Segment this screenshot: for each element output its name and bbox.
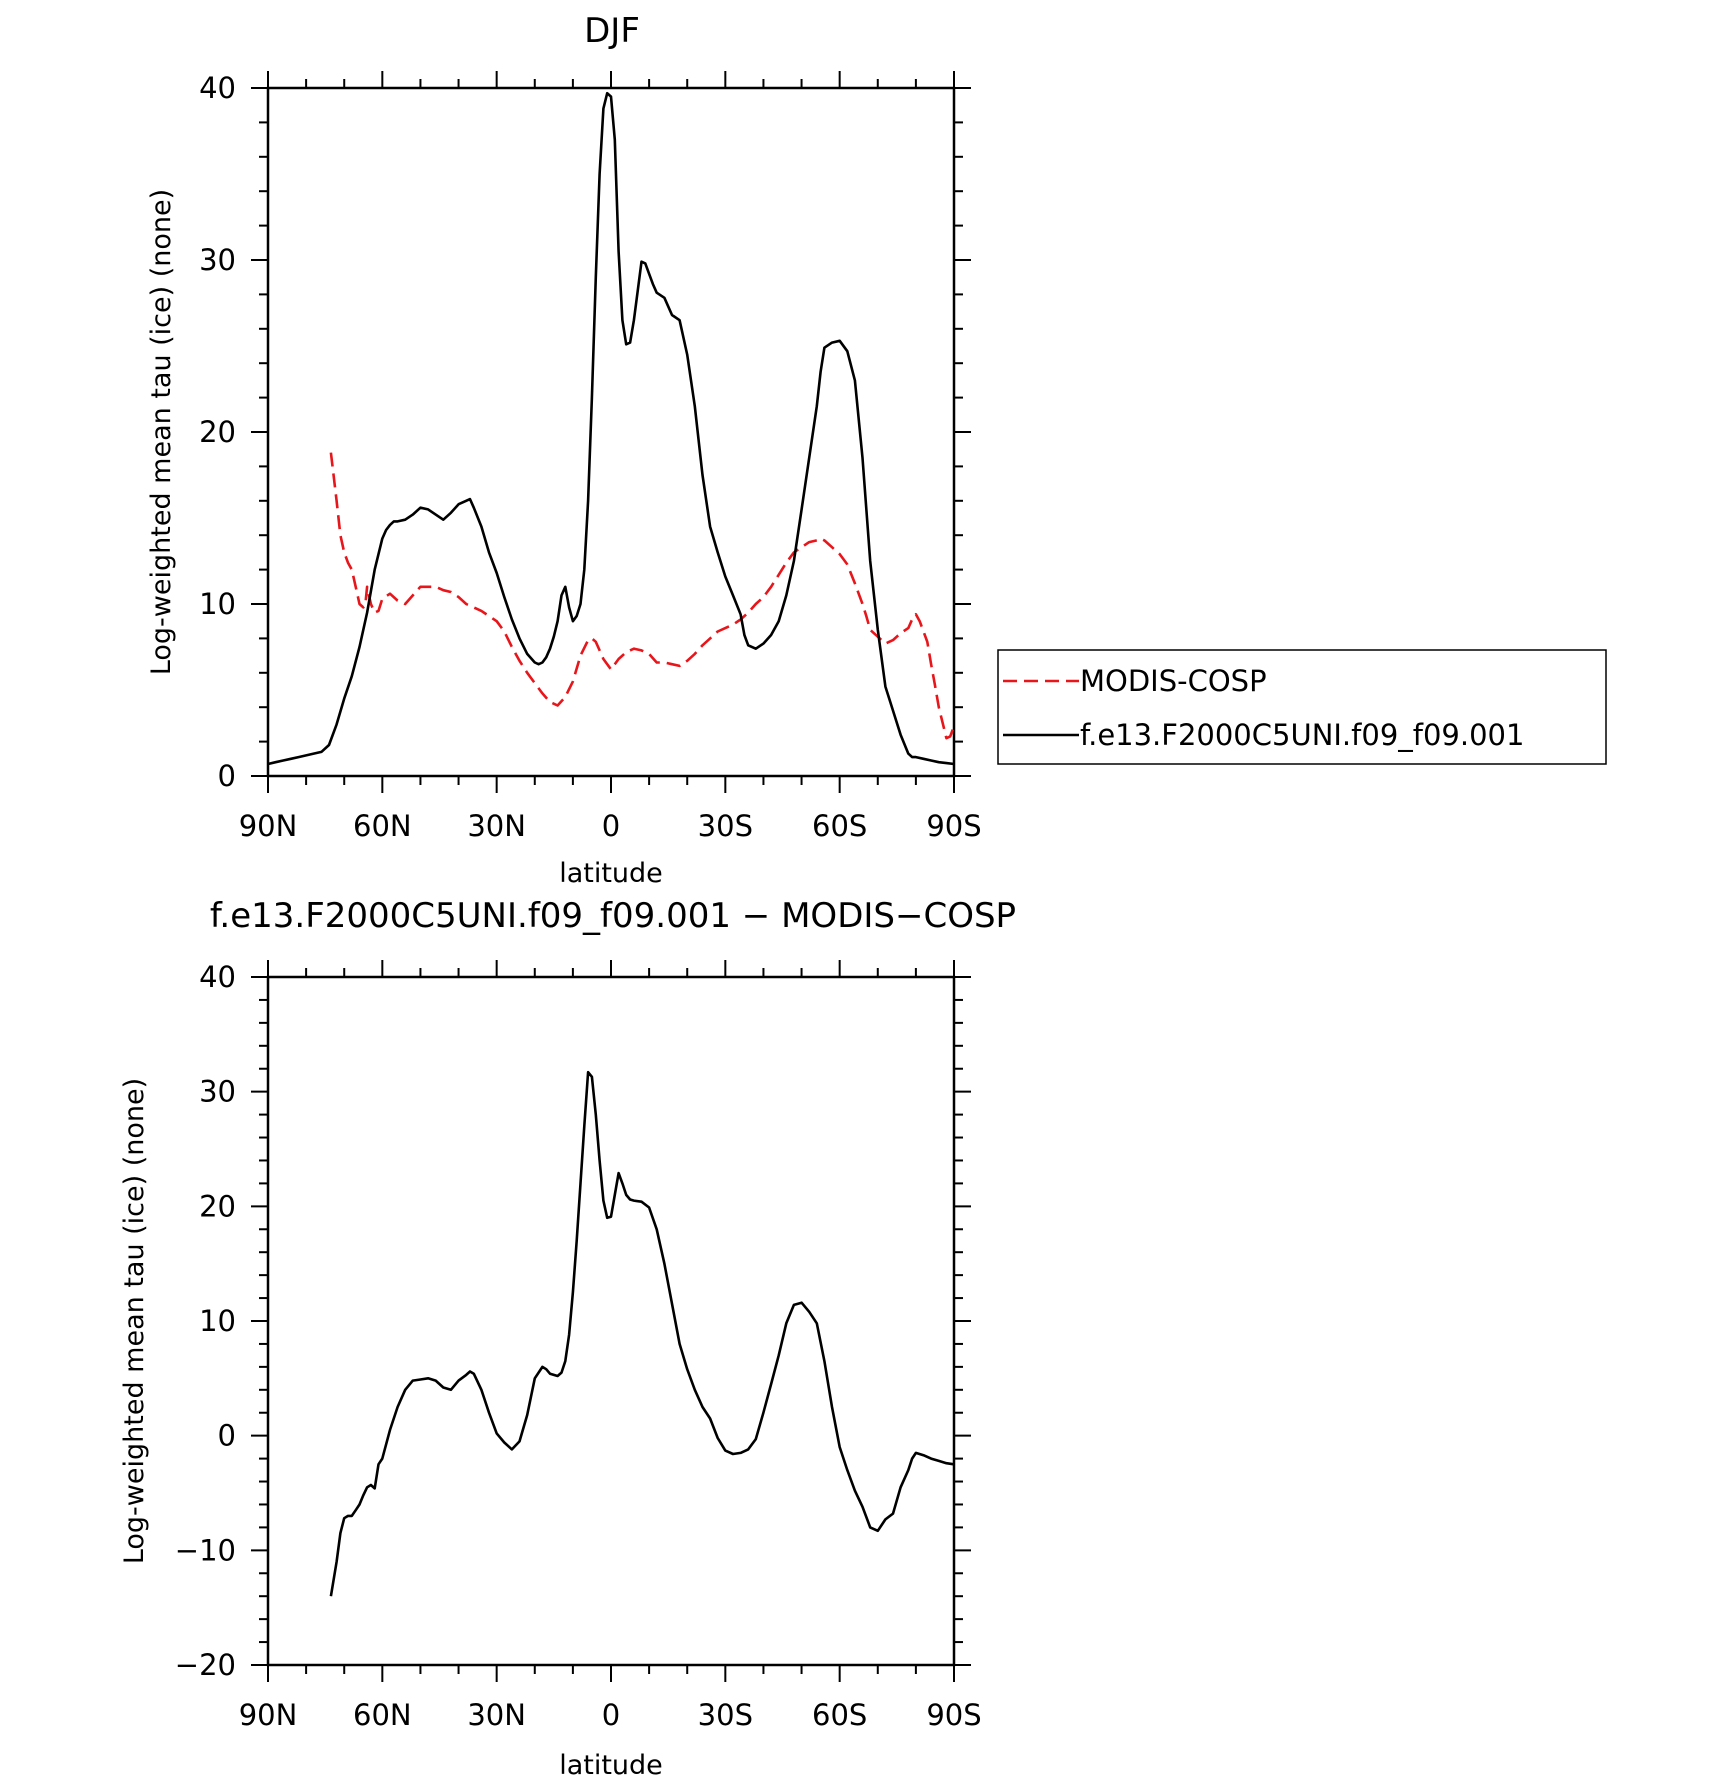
top-y-axis-label: Log-weighted mean tau (ice) (none) bbox=[146, 189, 177, 675]
y-tick-label: 30 bbox=[199, 1075, 236, 1109]
y-tick-label: 10 bbox=[199, 1304, 236, 1338]
series-line-modis-cosp bbox=[329, 452, 956, 740]
bottom-plot-frame bbox=[266, 975, 956, 1667]
y-tick-label: −20 bbox=[175, 1648, 236, 1682]
y-tick-label: 0 bbox=[218, 1419, 236, 1453]
y-tick-label: 40 bbox=[199, 71, 236, 105]
y-tick-label: −10 bbox=[175, 1533, 236, 1567]
x-tick-label: 30N bbox=[467, 1698, 526, 1732]
top-series-group bbox=[267, 91, 956, 766]
legend-label-modis-cosp: MODIS-COSP bbox=[1080, 664, 1267, 698]
bottom-series-group bbox=[329, 1070, 955, 1597]
x-tick-label: 60S bbox=[812, 809, 867, 843]
x-tick-label: 30S bbox=[698, 1698, 753, 1732]
y-tick-label: 0 bbox=[218, 759, 236, 793]
legend-box bbox=[997, 649, 1607, 765]
top-axis-ticks: 90N 60N 30N 0 30S 60S 90S 0 10 20 30 40 bbox=[199, 71, 982, 843]
series-line-difference bbox=[329, 1070, 955, 1597]
x-tick-label: 90S bbox=[926, 809, 981, 843]
top-plot-frame bbox=[266, 86, 956, 778]
legend-label-model: f.e13.F2000C5UNI.f09_f09.001 bbox=[1080, 718, 1524, 752]
x-tick-label: 90N bbox=[239, 1698, 298, 1732]
x-tick-label: 0 bbox=[602, 809, 620, 843]
top-x-axis-label: latitude bbox=[559, 858, 663, 889]
top-panel-djf: DJF 90N 60N 30N 0 30S 60S 90S 0 10 20 30 40 latitud… bbox=[146, 11, 982, 889]
y-tick-label: 30 bbox=[199, 243, 236, 277]
bottom-panel-difference: f.e13.F2000C5UNI.f09_f09.001 − MODIS−COS… bbox=[119, 896, 1016, 1777]
y-tick-label: 40 bbox=[199, 960, 236, 994]
x-tick-label: 90N bbox=[239, 809, 298, 843]
x-tick-label: 60S bbox=[812, 1698, 867, 1732]
x-tick-label: 30S bbox=[698, 809, 753, 843]
x-tick-label: 60N bbox=[353, 1698, 412, 1732]
x-tick-label: 90S bbox=[926, 1698, 981, 1732]
series-line-model bbox=[267, 91, 955, 766]
bottom-chart-title: f.e13.F2000C5UNI.f09_f09.001 − MODIS−COS… bbox=[210, 896, 1016, 936]
y-tick-label: 20 bbox=[199, 1189, 236, 1223]
bottom-axis-ticks: 90N 60N 30N 0 30S 60S 90S −20 −10 0 10 20 30 40 bbox=[175, 960, 982, 1732]
top-chart-title: DJF bbox=[584, 11, 640, 51]
y-tick-label: 10 bbox=[199, 587, 236, 621]
bottom-x-axis-label: latitude bbox=[559, 1750, 663, 1777]
legend: MODIS-COSP f.e13.F2000C5UNI.f09_f09.001 bbox=[997, 649, 1607, 765]
x-tick-label: 60N bbox=[353, 809, 412, 843]
x-tick-label: 30N bbox=[467, 809, 526, 843]
bottom-y-axis-label: Log-weighted mean tau (ice) (none) bbox=[119, 1078, 150, 1564]
x-tick-label: 0 bbox=[602, 1698, 620, 1732]
y-tick-label: 20 bbox=[199, 415, 236, 449]
